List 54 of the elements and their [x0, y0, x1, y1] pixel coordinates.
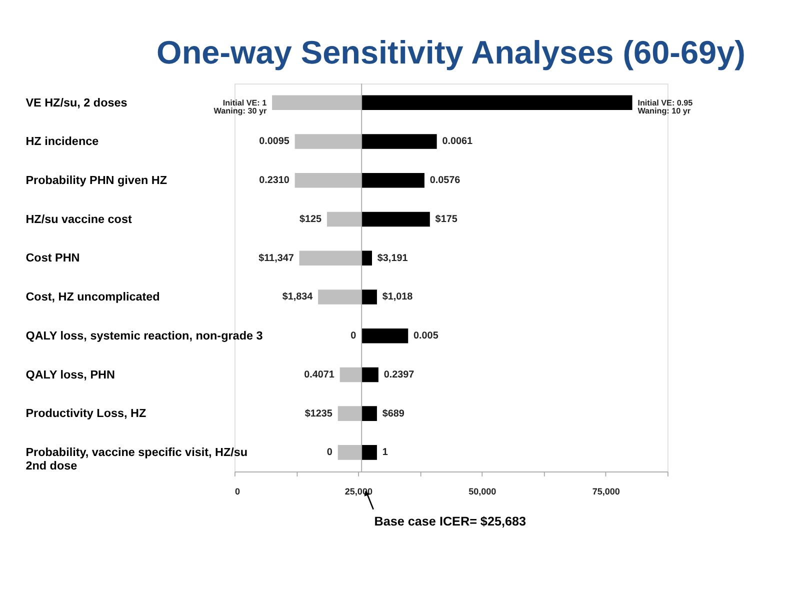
bar: [362, 290, 377, 304]
bar: [362, 328, 408, 344]
y-tick-label: Probability PHN given HZ: [26, 174, 168, 187]
bar: [294, 172, 362, 188]
annotation: $125: [300, 214, 322, 225]
chart-title: One-way Sensitivity Analyses (60-69y): [156, 34, 746, 70]
bar: [362, 367, 378, 382]
annotation: Initial VE: 0.95 Waning: 10 yr: [638, 98, 694, 116]
y-tick-label: Cost, HZ uncomplicated: [26, 290, 160, 304]
bar: [272, 95, 362, 110]
annotation: 0.2310: [259, 175, 290, 186]
annotation: $1,834: [282, 292, 314, 303]
bar: [362, 445, 377, 460]
bar: [326, 212, 362, 227]
annotation: 1: [382, 447, 388, 458]
bar: [362, 172, 424, 188]
x-tick-label: 75,000: [592, 486, 620, 496]
y-tick-label: Productivity Loss, HZ: [26, 407, 146, 420]
bar: [318, 290, 362, 304]
annotation: $3,191: [377, 252, 408, 264]
bar: [362, 95, 632, 110]
bar: [338, 445, 362, 460]
annotation: 0.4071: [304, 369, 335, 380]
annotation: 0.0095: [259, 136, 290, 148]
annotation: $1,018: [382, 292, 414, 303]
y-tick-label: QALY loss, PHN: [26, 368, 115, 382]
y-tick-label: HZ incidence: [26, 135, 100, 148]
bar: [362, 406, 377, 421]
y-tick-label: QALY loss, systemic reaction, non-grade 3: [26, 329, 264, 342]
bar: [362, 134, 437, 149]
bar: [362, 212, 430, 227]
annotation: $175: [435, 214, 458, 225]
bar: [299, 250, 362, 266]
annotation: $11,347: [258, 252, 294, 264]
annotation: 0: [326, 447, 333, 458]
y-tick-label: Cost PHN: [26, 252, 80, 265]
y-tick-label: VE HZ/su, 2 doses: [26, 96, 128, 110]
x-tick-label: 50,000: [468, 486, 496, 496]
bar: [340, 367, 362, 382]
annotation: 0.2397: [384, 369, 415, 380]
annotation: 0.005: [414, 330, 439, 342]
y-tick-label: HZ/su vaccine cost: [26, 212, 132, 226]
annotation: 0.0576: [430, 175, 461, 186]
bar: [294, 134, 362, 149]
bar: [338, 406, 362, 421]
y-tick-label: Probability, vaccine specific visit, HZ/su 2nd dose: [26, 446, 248, 473]
annotation: 0: [350, 330, 357, 342]
annotation: $1235: [304, 408, 333, 420]
text: Base case ICER= $25,683: [374, 514, 526, 529]
annotation: Initial VE: 1 Waning: 30 yr: [214, 98, 268, 116]
annotation: $689: [382, 408, 405, 420]
annotation: 0.0061: [442, 136, 474, 148]
bar: [362, 250, 372, 266]
x-tick-label: 0: [234, 486, 240, 496]
